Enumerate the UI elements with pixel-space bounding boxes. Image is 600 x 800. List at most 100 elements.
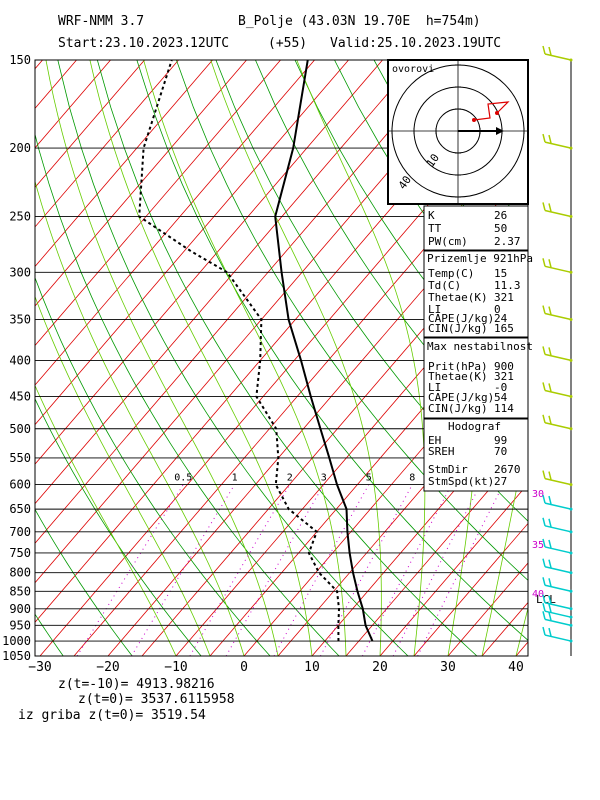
wind-barb-flag <box>542 382 546 391</box>
temperature-tick-label: 10 <box>304 660 320 675</box>
wind-barb-dot <box>569 318 573 322</box>
svg-text:Td(C): Td(C) <box>428 279 461 292</box>
wind-barb-flag <box>542 45 546 55</box>
wind-barb <box>542 558 573 575</box>
mixing-ratio-label: 3 <box>321 473 327 484</box>
wind-barb-flag <box>548 471 552 480</box>
start-hour: 12UTC <box>190 36 230 51</box>
wind-barb <box>542 494 573 511</box>
theta-e-label: 30 <box>532 489 544 500</box>
mixing-ratio-labels: 0.5 1 2 3 5 8 <box>174 473 415 484</box>
wind-barb-flag <box>542 558 546 567</box>
svg-text:50: 50 <box>494 222 507 235</box>
dry-adiabat-line <box>572 60 600 656</box>
hodograph-ring-label: 10 <box>424 151 442 169</box>
wind-barb-flag <box>542 202 546 211</box>
isotherm-line <box>35 60 145 189</box>
svg-text:15: 15 <box>494 267 507 280</box>
wind-barb <box>542 202 573 218</box>
start-time: Start:23.10.2023. <box>58 36 192 51</box>
wind-barb-staff <box>544 546 572 554</box>
wind-barb <box>542 258 573 274</box>
surface-panel: Prizemlje 921hPa Temp(C) 15 Td(C) 11.3 The… <box>423 250 533 338</box>
wind-barb-dot <box>569 615 573 619</box>
wind-barb-flag <box>548 347 552 356</box>
max-instability-panel: Max nestabilnost Prit(hPa) 900 Thetae(K) 3… <box>423 337 533 419</box>
pressure-tick-label: 250 <box>9 209 31 223</box>
wind-barb-flag <box>548 627 552 637</box>
wind-barb-flag <box>542 611 546 620</box>
svg-text:Thetae(K): Thetae(K) <box>428 370 488 383</box>
wind-barb-flag <box>548 203 552 212</box>
svg-text:2.37: 2.37 <box>494 235 521 248</box>
isotherm-line <box>0 60 9 656</box>
hodograph-point <box>472 118 476 122</box>
wind-barb-dot <box>569 639 573 643</box>
wind-barb-dot <box>569 58 573 62</box>
wind-barb-flag <box>542 626 546 636</box>
wind-barb-dot <box>569 394 573 398</box>
isotherm-line <box>35 60 451 544</box>
isotherm-line <box>35 60 417 505</box>
mixing-ratio-label: 5 <box>366 473 372 484</box>
svg-text:EH: EH <box>428 434 441 447</box>
model-title: WRF-NMM 3.7 <box>58 14 145 29</box>
wind-barb-flag <box>548 603 552 613</box>
wind-barb-staff <box>544 634 572 642</box>
wind-barb-dot <box>569 483 573 487</box>
wind-barb <box>542 45 573 62</box>
wind-barb-flag <box>542 305 546 314</box>
height-zero: z(t=0)= 3537.6115958 <box>78 692 235 707</box>
svg-text:99: 99 <box>494 434 507 447</box>
wind-barb <box>542 517 573 534</box>
wind-barb <box>542 602 573 619</box>
isotherm-line <box>107 167 528 656</box>
hodograph-ring-label: 40 <box>396 173 414 191</box>
indices-panel: K 26 TT 50 PW(cm) 2.37 <box>423 205 529 251</box>
wind-barb-flag <box>548 518 552 527</box>
wind-barb-flag <box>548 383 552 392</box>
moist-adiabat-line <box>89 60 313 656</box>
temperature-tick-label: −10 <box>164 660 187 675</box>
wind-barb-dot <box>569 530 573 534</box>
wind-barb-dot <box>569 623 573 627</box>
wind-barb-staff <box>544 209 572 218</box>
wind-barb-staff <box>544 502 572 510</box>
wind-barb-flag <box>542 577 546 586</box>
svg-text:Temp(C): Temp(C) <box>428 267 474 280</box>
svg-text:CIN(J/kg): CIN(J/kg) <box>428 402 488 415</box>
svg-text:Prit(hPa): Prit(hPa) <box>428 360 488 373</box>
svg-text:165: 165 <box>494 322 514 335</box>
temperature-tick-labels: −30 −20 −10 0 10 20 30 40 <box>28 660 524 675</box>
valid-time: Valid:25.10.2023. <box>330 36 464 51</box>
wind-barb-flag <box>548 612 552 621</box>
svg-text:70: 70 <box>494 445 507 458</box>
wind-barb-flag <box>548 134 552 144</box>
temperature-tick-label: −20 <box>96 660 119 675</box>
svg-text:114: 114 <box>494 402 514 415</box>
wind-barb-flag <box>548 46 552 56</box>
mixing-ratio-label: 0.5 <box>174 473 192 484</box>
pressure-tick-label: 450 <box>9 389 31 403</box>
wind-barb-staff <box>544 610 572 618</box>
wind-barb-dot <box>569 589 573 593</box>
temperature-tick-label: 0 <box>240 660 248 675</box>
pressure-tick-label: 500 <box>9 422 31 436</box>
wind-barb-staff <box>544 141 572 149</box>
wind-barb-flag <box>542 470 546 479</box>
hodograph-point <box>495 111 499 115</box>
wind-barb-dot <box>569 507 573 511</box>
svg-text:321: 321 <box>494 370 514 383</box>
wind-barb-flag <box>548 306 552 315</box>
pressure-tick-label: 800 <box>9 566 31 580</box>
pressure-tick-label: 200 <box>9 141 31 155</box>
pressure-tick-label: 900 <box>9 602 31 616</box>
isotherm-line <box>35 60 247 307</box>
max-instability-title: Max nestabilnost <box>427 340 533 353</box>
wind-barb-flag <box>548 578 552 587</box>
svg-text:24: 24 <box>494 312 508 325</box>
svg-text:LI: LI <box>428 303 441 316</box>
temperature-profile <box>274 60 374 642</box>
wind-barb-dot <box>569 358 573 362</box>
